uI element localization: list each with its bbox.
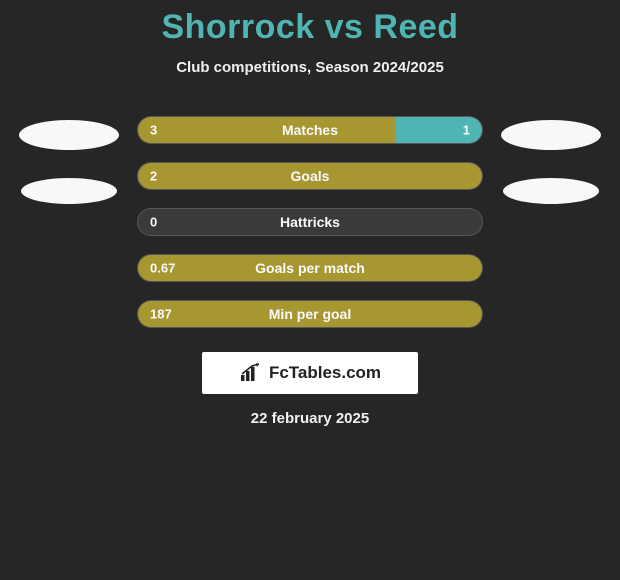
bar-val-left: 0 [150, 215, 157, 230]
left-player-photo-1 [19, 120, 119, 150]
page-title: Shorrock vs Reed [0, 0, 620, 47]
bar-goals-per-match: 0.67 Goals per match [137, 254, 483, 282]
date-label: 22 february 2025 [0, 410, 620, 427]
bar-label: Matches [282, 122, 338, 138]
bar-goals: 2 Goals [137, 162, 483, 190]
left-player-photo-2 [21, 178, 117, 204]
bar-label: Hattricks [280, 214, 340, 230]
left-photo-column [19, 116, 119, 204]
chart-icon [239, 363, 265, 383]
bar-label: Goals per match [255, 260, 365, 276]
logo-box: FcTables.com [202, 352, 418, 394]
bar-val-left: 187 [150, 307, 172, 322]
right-photo-column [501, 116, 601, 204]
bar-left-fill [138, 117, 396, 143]
logo-text: FcTables.com [269, 363, 381, 383]
bar-val-left: 3 [150, 123, 157, 138]
compare-area: 3 Matches 1 2 Goals 0 Hattricks 0.67 Goa… [0, 116, 620, 328]
subtitle: Club competitions, Season 2024/2025 [0, 59, 620, 76]
bar-val-left: 0.67 [150, 261, 175, 276]
bar-val-right: 1 [463, 123, 470, 138]
bar-hattricks: 0 Hattricks [137, 208, 483, 236]
bar-label: Min per goal [269, 306, 351, 322]
bar-matches: 3 Matches 1 [137, 116, 483, 144]
right-player-photo-2 [503, 178, 599, 204]
right-player-photo-1 [501, 120, 601, 150]
stat-bars: 3 Matches 1 2 Goals 0 Hattricks 0.67 Goa… [137, 116, 483, 328]
bar-label: Goals [291, 168, 330, 184]
bar-val-left: 2 [150, 169, 157, 184]
bar-min-per-goal: 187 Min per goal [137, 300, 483, 328]
